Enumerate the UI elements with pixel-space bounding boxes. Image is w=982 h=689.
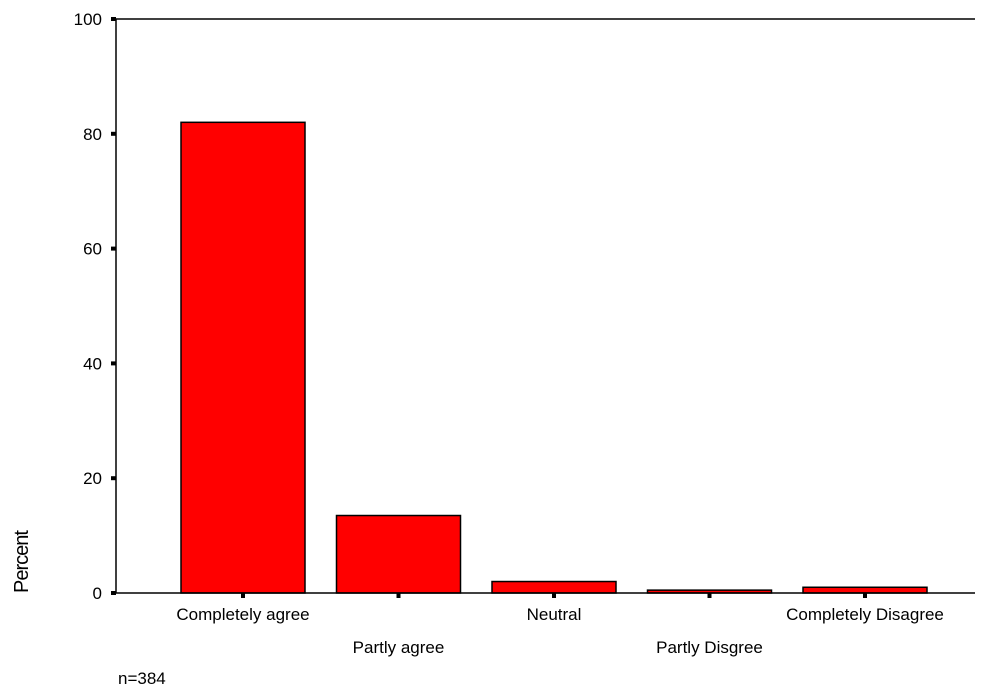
- y-tick-label: 80: [83, 125, 102, 144]
- axes: [115, 18, 975, 594]
- sample-size-note: n=384: [118, 669, 166, 688]
- y-tick-label: 20: [83, 469, 102, 488]
- y-axis-title: Percent: [11, 530, 33, 593]
- bar: [335, 514, 462, 594]
- bar: [491, 580, 617, 594]
- y-tick-label: 100: [74, 10, 102, 29]
- x-tick-label: Completely agree: [176, 605, 309, 624]
- x-tick-label: Completely Disagree: [786, 605, 944, 624]
- y-tick-label: 0: [93, 584, 102, 603]
- bars: [180, 121, 928, 594]
- y-axis-ticks: 0 20 40 60 80 100: [74, 10, 116, 603]
- x-tick-label: Neutral: [527, 605, 582, 624]
- y-tick-label: 40: [83, 354, 102, 373]
- x-tick-label: Partly agree: [353, 638, 445, 657]
- bar: [180, 121, 306, 594]
- x-tick-label: Partly Disgree: [656, 638, 763, 657]
- y-tick-label: 60: [83, 240, 102, 259]
- x-axis-ticks: Completely agree Partly agree Neutral Partl…: [176, 593, 944, 657]
- bar: [802, 586, 928, 594]
